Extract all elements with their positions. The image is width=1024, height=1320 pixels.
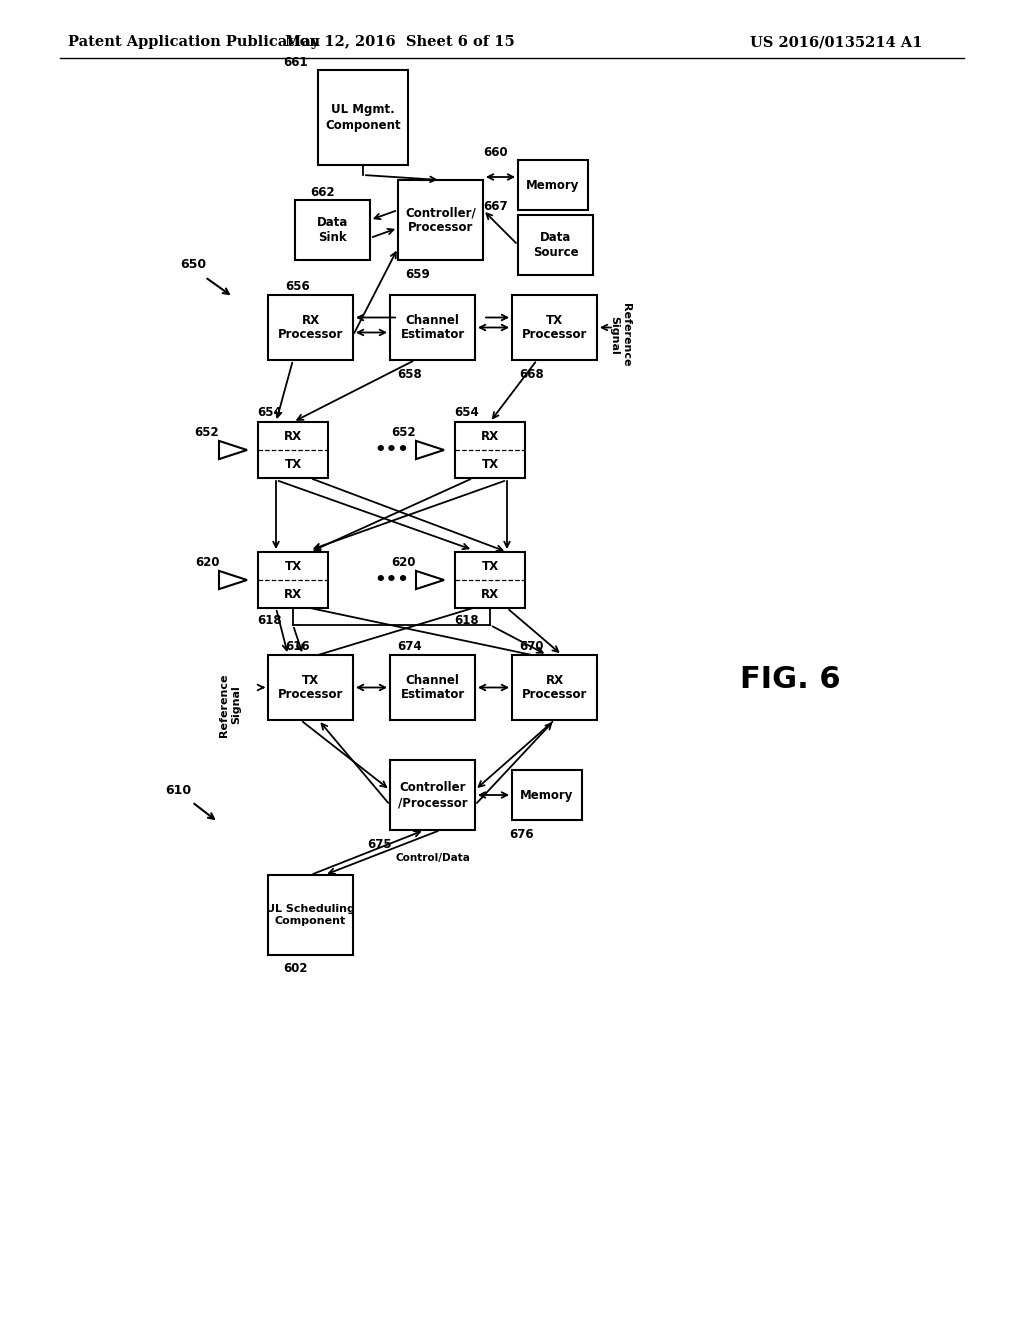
Text: UL Mgmt.
Component: UL Mgmt. Component xyxy=(326,103,400,132)
Bar xyxy=(258,552,328,609)
Bar xyxy=(390,655,475,719)
Text: UL Scheduling
Component: UL Scheduling Component xyxy=(266,904,355,925)
Text: US 2016/0135214 A1: US 2016/0135214 A1 xyxy=(750,36,923,49)
Text: 620: 620 xyxy=(392,556,416,569)
Text: 654: 654 xyxy=(258,405,283,418)
Text: RX: RX xyxy=(481,587,499,601)
Text: TX: TX xyxy=(481,458,499,470)
Text: 670: 670 xyxy=(520,640,544,653)
Text: Reference
Signal: Reference Signal xyxy=(219,673,241,737)
Bar xyxy=(268,294,353,360)
Text: TX
Processor: TX Processor xyxy=(522,314,587,342)
Text: 667: 667 xyxy=(483,201,508,214)
Text: 675: 675 xyxy=(368,837,392,850)
Text: 658: 658 xyxy=(397,367,422,380)
Text: TX: TX xyxy=(285,458,301,470)
Bar xyxy=(268,655,353,719)
Bar xyxy=(512,770,582,820)
Text: Controller/
Processor: Controller/ Processor xyxy=(406,206,476,234)
Text: Patent Application Publication: Patent Application Publication xyxy=(68,36,319,49)
Text: TX
Processor: TX Processor xyxy=(278,673,343,701)
Text: 656: 656 xyxy=(286,281,310,293)
Bar xyxy=(258,422,328,478)
Text: 616: 616 xyxy=(286,640,310,653)
Text: •••: ••• xyxy=(375,572,410,589)
Text: 662: 662 xyxy=(310,186,335,198)
Text: Data
Source: Data Source xyxy=(532,231,579,259)
Bar xyxy=(295,201,370,260)
Text: 668: 668 xyxy=(519,367,545,380)
Text: 660: 660 xyxy=(483,145,508,158)
Text: Controller
/Processor: Controller /Processor xyxy=(397,781,467,809)
Bar xyxy=(398,180,483,260)
Bar xyxy=(455,422,525,478)
Bar xyxy=(518,160,588,210)
Bar xyxy=(390,294,475,360)
Text: May 12, 2016  Sheet 6 of 15: May 12, 2016 Sheet 6 of 15 xyxy=(285,36,515,49)
Text: Control/Data: Control/Data xyxy=(395,853,470,863)
Text: Channel
Estimator: Channel Estimator xyxy=(400,314,465,342)
Text: Channel
Estimator: Channel Estimator xyxy=(400,673,465,701)
Text: 618: 618 xyxy=(258,615,283,627)
Text: RX: RX xyxy=(284,587,302,601)
Bar xyxy=(512,294,597,360)
Text: 620: 620 xyxy=(195,556,219,569)
Text: TX: TX xyxy=(285,560,301,573)
Bar xyxy=(518,215,593,275)
Text: Memory: Memory xyxy=(526,178,580,191)
Bar xyxy=(390,760,475,830)
Text: 652: 652 xyxy=(195,425,219,438)
Bar xyxy=(455,552,525,609)
Text: 659: 659 xyxy=(406,268,430,281)
Bar xyxy=(318,70,408,165)
Text: 610: 610 xyxy=(165,784,191,796)
Text: RX
Processor: RX Processor xyxy=(278,314,343,342)
Bar xyxy=(512,655,597,719)
Text: RX: RX xyxy=(284,429,302,442)
Text: 654: 654 xyxy=(455,405,479,418)
Text: 676: 676 xyxy=(510,828,535,841)
Text: RX
Processor: RX Processor xyxy=(522,673,587,701)
Text: 650: 650 xyxy=(180,259,206,272)
Text: Reference
Signal: Reference Signal xyxy=(609,304,631,367)
Text: •••: ••• xyxy=(375,441,410,459)
Text: RX: RX xyxy=(481,429,499,442)
Text: Memory: Memory xyxy=(520,788,573,801)
Bar xyxy=(268,875,353,954)
Text: 661: 661 xyxy=(284,55,308,69)
Text: TX: TX xyxy=(481,560,499,573)
Text: Data
Sink: Data Sink xyxy=(316,216,348,244)
Text: 602: 602 xyxy=(284,962,308,975)
Text: 652: 652 xyxy=(392,425,417,438)
Text: 674: 674 xyxy=(397,640,422,653)
Text: 618: 618 xyxy=(455,615,479,627)
Text: FIG. 6: FIG. 6 xyxy=(739,665,841,694)
